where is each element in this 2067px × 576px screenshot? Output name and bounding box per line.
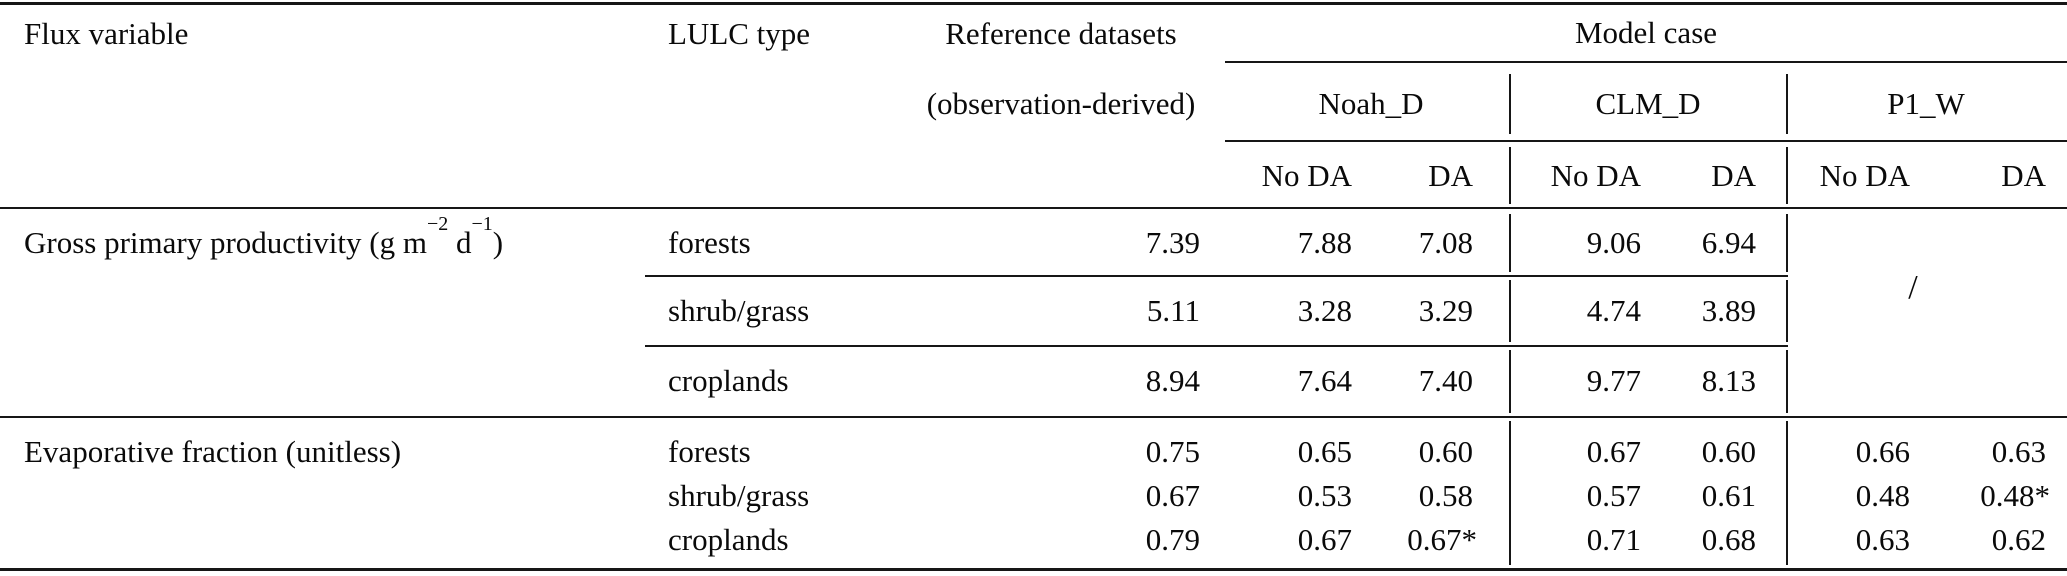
ef-croplands-clm-da: 0.68 bbox=[1701, 522, 1756, 557]
header-model-noah: Noah_D bbox=[1318, 86, 1424, 121]
ef-croplands-clm-noda: 0.71 bbox=[1586, 522, 1641, 557]
ef-shrub-noah-da: 0.58 bbox=[1418, 478, 1473, 513]
gpp-forests-ref: 7.39 bbox=[1145, 225, 1200, 260]
ef-shrub-p1-da: 0.48* bbox=[1980, 478, 2050, 513]
rule-under-header bbox=[0, 207, 2067, 209]
gpp-shrub-clm-da: 3.89 bbox=[1701, 293, 1756, 328]
gpp-shrub-noah-da: 3.29 bbox=[1418, 293, 1473, 328]
ef-forests-clm-da: 0.60 bbox=[1701, 434, 1756, 469]
rule-between-sections bbox=[0, 416, 2067, 418]
gpp-croplands-noah-noda: 7.64 bbox=[1297, 363, 1352, 398]
gpp-shrub-clm-noda: 4.74 bbox=[1586, 293, 1641, 328]
rule-top bbox=[0, 2, 2067, 5]
gpp-croplands-ref: 8.94 bbox=[1145, 363, 1200, 398]
header-clm-da: DA bbox=[1711, 158, 1756, 193]
gpp-forests-clm-noda: 9.06 bbox=[1586, 225, 1641, 260]
divider-clm-p1-gpp-row3 bbox=[1786, 350, 1788, 413]
ef-shrub-clm-da: 0.61 bbox=[1701, 478, 1756, 513]
gpp-forests-noah-da: 7.08 bbox=[1418, 225, 1473, 260]
ef-forests-noah-noda: 0.65 bbox=[1297, 434, 1352, 469]
header-lulc-type: LULC type bbox=[668, 16, 811, 51]
divider-clm-p1-header2 bbox=[1786, 74, 1788, 134]
gpp-p1-not-available-slash: / bbox=[1908, 269, 1918, 306]
gpp-croplands-clm-noda: 9.77 bbox=[1586, 363, 1641, 398]
header-model-case: Model case bbox=[1574, 15, 1718, 50]
rule-bottom bbox=[0, 568, 2067, 571]
ef-croplands-p1-noda: 0.63 bbox=[1855, 522, 1910, 557]
rule-under-model-case bbox=[1225, 61, 2067, 63]
rule-under-model-names bbox=[1225, 140, 2067, 142]
divider-clm-p1-ef-block bbox=[1786, 421, 1788, 565]
ef-croplands-noah-noda: 0.67 bbox=[1297, 522, 1352, 557]
header-model-p1: P1_W bbox=[1887, 86, 1965, 121]
header-model-clm: CLM_D bbox=[1595, 86, 1701, 121]
divider-noah-clm-gpp-row3 bbox=[1509, 350, 1511, 413]
ef-shrub-p1-noda: 0.48 bbox=[1855, 478, 1910, 513]
gpp-label-text-1: Gross primary productivity (g m bbox=[24, 225, 427, 261]
ef-shrub-clm-noda: 0.57 bbox=[1586, 478, 1641, 513]
gpp-croplands-clm-da: 8.13 bbox=[1701, 363, 1756, 398]
header-reference-line2: (observation-derived) bbox=[926, 86, 1196, 121]
gpp-croplands-noah-da: 7.40 bbox=[1418, 363, 1473, 398]
gpp-shrub-lulc: shrub/grass bbox=[668, 293, 810, 328]
ef-croplands-noah-da: 0.67* bbox=[1407, 522, 1477, 557]
gpp-section-label: Gross primary productivity (g m−2 d−1) bbox=[24, 213, 504, 261]
gpp-label-text-3: ) bbox=[492, 225, 504, 261]
header-p1-da: DA bbox=[2001, 158, 2046, 193]
gpp-forests-noah-noda: 7.88 bbox=[1297, 225, 1352, 260]
gpp-unit-exponent-1: −2 bbox=[426, 212, 449, 235]
divider-noah-clm-gpp-row2 bbox=[1509, 280, 1511, 342]
gpp-label-text-2: d bbox=[448, 225, 472, 261]
divider-clm-p1-gpp-row1 bbox=[1786, 214, 1788, 272]
ef-forests-ref: 0.75 bbox=[1145, 434, 1200, 469]
ef-croplands-lulc: croplands bbox=[668, 522, 789, 557]
gpp-unit-exponent-2: −1 bbox=[471, 212, 493, 235]
gpp-forests-lulc: forests bbox=[668, 225, 751, 260]
rule-gpp-shrub-croplands bbox=[645, 345, 1788, 347]
ef-forests-noah-da: 0.60 bbox=[1418, 434, 1473, 469]
header-flux-variable: Flux variable bbox=[24, 16, 189, 51]
gpp-shrub-noah-noda: 3.28 bbox=[1297, 293, 1352, 328]
header-p1-noda: No DA bbox=[1819, 158, 1910, 193]
header-clm-noda: No DA bbox=[1550, 158, 1641, 193]
ef-shrub-ref: 0.67 bbox=[1145, 478, 1200, 513]
ef-shrub-lulc: shrub/grass bbox=[668, 478, 810, 513]
ef-croplands-p1-da: 0.62 bbox=[1991, 522, 2046, 557]
ef-forests-p1-da: 0.63 bbox=[1991, 434, 2046, 469]
ef-forests-lulc: forests bbox=[668, 434, 751, 469]
divider-noah-clm-header3 bbox=[1509, 147, 1511, 204]
header-noah-da: DA bbox=[1428, 158, 1473, 193]
divider-clm-p1-header3 bbox=[1786, 147, 1788, 204]
ef-section-label: Evaporative fraction (unitless) bbox=[24, 434, 402, 469]
divider-noah-clm-gpp-row1 bbox=[1509, 214, 1511, 272]
ef-forests-p1-noda: 0.66 bbox=[1855, 434, 1910, 469]
divider-clm-p1-gpp-row2 bbox=[1786, 280, 1788, 342]
header-noah-noda: No DA bbox=[1261, 158, 1352, 193]
gpp-croplands-lulc: croplands bbox=[668, 363, 789, 398]
ef-shrub-noah-noda: 0.53 bbox=[1297, 478, 1352, 513]
gpp-shrub-ref: 5.11 bbox=[1146, 293, 1200, 328]
ef-croplands-ref: 0.79 bbox=[1145, 522, 1200, 557]
header-reference-line1: Reference datasets bbox=[945, 16, 1177, 51]
gpp-forests-clm-da: 6.94 bbox=[1701, 225, 1756, 260]
divider-noah-clm-header2 bbox=[1509, 74, 1511, 134]
divider-noah-clm-ef-block bbox=[1509, 421, 1511, 565]
rule-gpp-forests-shrub bbox=[645, 275, 1788, 277]
ef-forests-clm-noda: 0.67 bbox=[1586, 434, 1641, 469]
